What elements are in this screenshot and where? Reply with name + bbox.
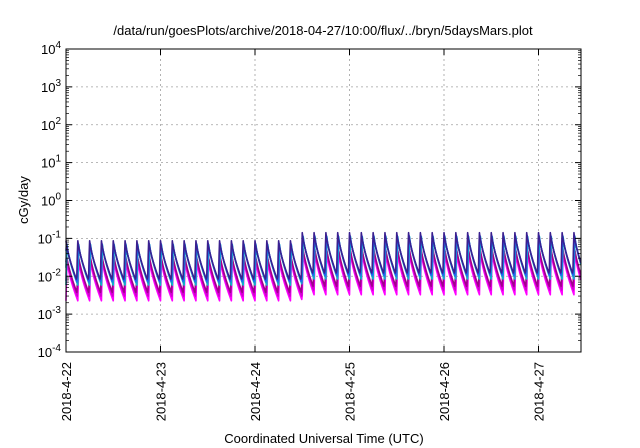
plot-frame (65, 48, 582, 353)
series-line (65, 231, 582, 280)
x-axis-label: Coordinated Universal Time (UTC) (224, 431, 423, 446)
y-tick-label: 102 (41, 116, 61, 133)
x-tick-label: 2018-4-27 (532, 362, 547, 421)
y-tick-label: 101 (41, 154, 61, 171)
x-axis: 2018-4-22 2018-4-23 2018-4-24 2018-4-25 2018… (59, 49, 547, 421)
grid (66, 49, 581, 352)
y-tick-label: 10-1 (38, 229, 62, 246)
x-tick-label: 2018-4-25 (343, 362, 358, 421)
x-tick-label: 2018-4-24 (248, 362, 263, 421)
x-tick-label: 2018-4-26 (437, 362, 452, 421)
y-tick-label: 100 (41, 192, 61, 209)
y-tick-label: 104 (41, 40, 61, 57)
y-tick-label: 10-4 (38, 343, 62, 360)
y-tick-label: 103 (41, 78, 61, 95)
x-tick-label: 2018-4-22 (59, 362, 74, 421)
y-tick-label: 10-3 (38, 305, 62, 322)
x-tick-label: 2018-4-23 (154, 362, 169, 421)
chart-title: /data/run/goesPlots/archive/2018-04-27/1… (113, 23, 533, 38)
series-line (65, 246, 582, 294)
y-axis-label: cGy/day (16, 176, 31, 224)
series-group (65, 231, 582, 302)
y-tick-label: 10-2 (38, 267, 62, 284)
y-axis: 10-4 10-3 10-2 10-1 100 101 102 103 104 (38, 40, 581, 360)
